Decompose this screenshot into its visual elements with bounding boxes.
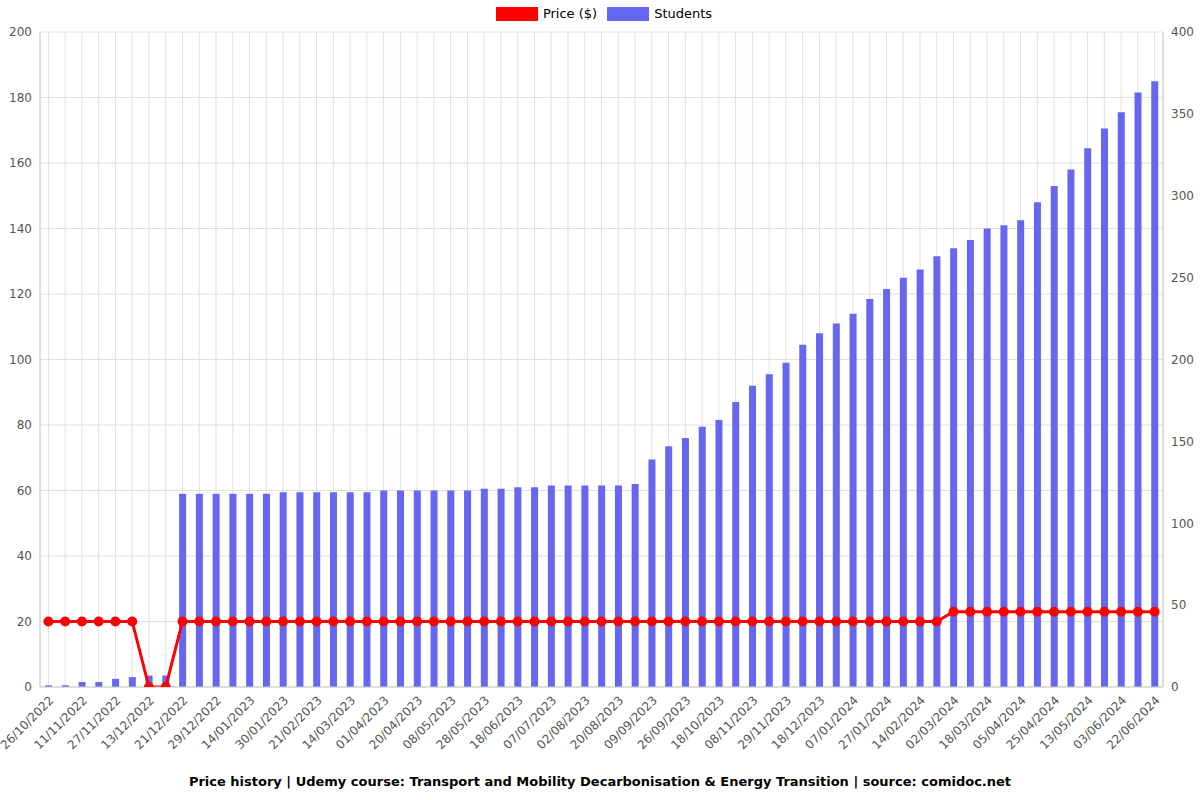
svg-text:21/12/2022: 21/12/2022 <box>131 693 191 753</box>
svg-text:400: 400 <box>1171 25 1192 39</box>
svg-text:300: 300 <box>1171 189 1192 203</box>
svg-text:100: 100 <box>9 353 32 367</box>
svg-text:08/11/2023: 08/11/2023 <box>701 693 761 753</box>
svg-text:150: 150 <box>1171 435 1192 449</box>
svg-text:14/02/2024: 14/02/2024 <box>869 693 929 753</box>
svg-text:120: 120 <box>9 287 32 301</box>
svg-text:40: 40 <box>17 549 32 563</box>
svg-text:20/08/2023: 20/08/2023 <box>567 693 627 753</box>
svg-text:250: 250 <box>1171 271 1192 285</box>
svg-text:26/09/2023: 26/09/2023 <box>634 693 694 753</box>
svg-text:20/04/2023: 20/04/2023 <box>366 693 426 753</box>
svg-text:160: 160 <box>9 156 32 170</box>
svg-text:11/11/2022: 11/11/2022 <box>31 693 90 753</box>
svg-text:18/06/2023: 18/06/2023 <box>467 693 526 753</box>
svg-text:20: 20 <box>17 615 32 629</box>
html-text:Students: Students <box>654 6 713 21</box>
svg-text:02/08/2023: 02/08/2023 <box>534 693 593 753</box>
svg-text:05/04/2024: 05/04/2024 <box>969 693 1029 753</box>
svg-text:60: 60 <box>17 484 32 498</box>
svg-text:14/01/2023: 14/01/2023 <box>198 693 258 753</box>
svg-text:180: 180 <box>9 91 32 105</box>
svg-text:30/01/2023: 30/01/2023 <box>232 693 292 753</box>
svg-text:29/12/2022: 29/12/2022 <box>165 693 225 753</box>
svg-text:21/02/2023: 21/02/2023 <box>265 693 325 753</box>
svg-text:350: 350 <box>1171 107 1192 121</box>
svg-text:27/11/2022: 27/11/2022 <box>64 693 124 753</box>
html-text:Price ($): Price ($) <box>542 6 598 21</box>
svg-text:09/09/2023: 09/09/2023 <box>601 693 660 753</box>
svg-text:14/03/2023: 14/03/2023 <box>299 693 359 753</box>
svg-text:200: 200 <box>1171 353 1192 367</box>
svg-text:80: 80 <box>17 418 32 432</box>
html-text:Price history | Udemy course:: Price history | Udemy course: Transport … <box>188 774 1012 789</box>
svg-text:18/03/2024: 18/03/2024 <box>936 693 996 753</box>
svg-text:18/12/2023: 18/12/2023 <box>768 693 828 753</box>
svg-text:25/04/2024: 25/04/2024 <box>1003 693 1063 753</box>
svg-text:22/06/2024: 22/06/2024 <box>1104 693 1163 752</box>
svg-text:07/01/2024: 07/01/2024 <box>802 693 862 753</box>
svg-text:01/04/2023: 01/04/2023 <box>332 693 392 753</box>
svg-text:18/10/2023: 18/10/2023 <box>668 693 727 753</box>
svg-text:07/07/2023: 07/07/2023 <box>500 693 560 753</box>
svg-text:28/05/2023: 28/05/2023 <box>433 693 493 753</box>
svg-text:13/12/2022: 13/12/2022 <box>98 693 158 753</box>
svg-text:13/05/2024: 13/05/2024 <box>1036 693 1096 753</box>
svg-text:100: 100 <box>1171 517 1192 531</box>
svg-text:27/01/2024: 27/01/2024 <box>835 693 895 753</box>
svg-text:200: 200 <box>9 25 32 39</box>
svg-text:0: 0 <box>1171 680 1179 694</box>
svg-text:140: 140 <box>9 222 32 236</box>
svg-text:0: 0 <box>24 680 32 694</box>
svg-text:29/11/2023: 29/11/2023 <box>735 693 794 753</box>
svg-text:50: 50 <box>1171 598 1186 612</box>
svg-text:02/03/2024: 02/03/2024 <box>902 693 962 753</box>
svg-text:08/05/2023: 08/05/2023 <box>400 693 459 753</box>
svg-text:03/06/2024: 03/06/2024 <box>1070 693 1130 753</box>
